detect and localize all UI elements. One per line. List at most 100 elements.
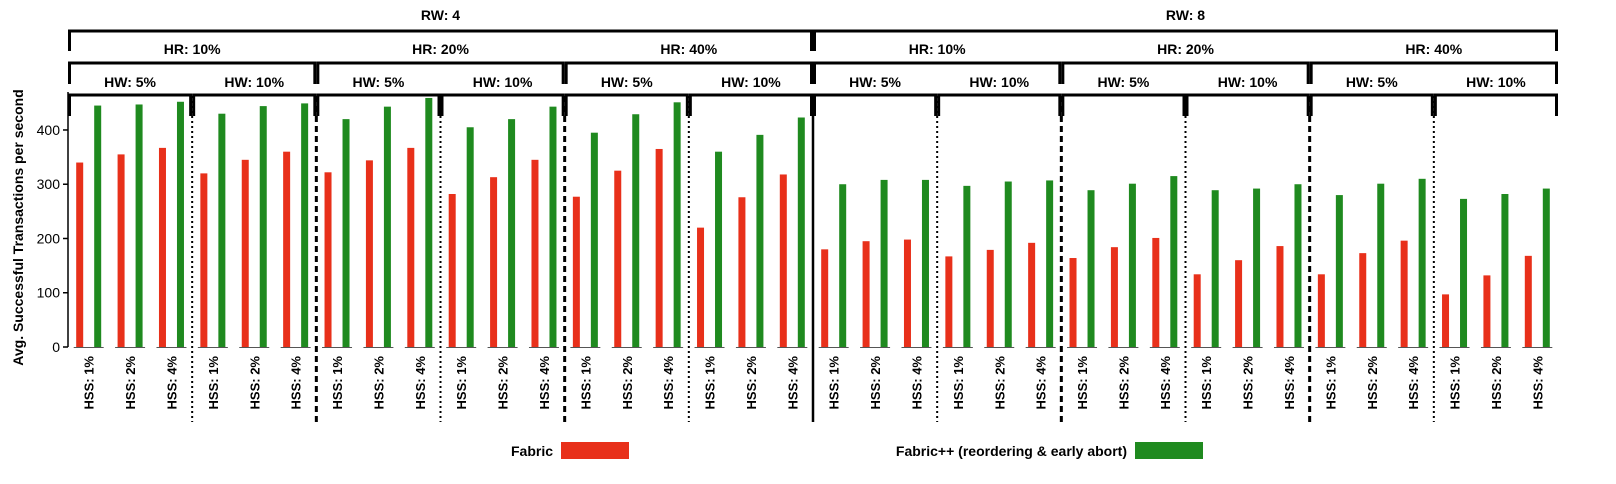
x-category-label: HSS: 1% (454, 356, 469, 410)
rw-group-bracket (68, 29, 813, 51)
x-category-label: HSS: 4% (1406, 356, 1421, 410)
group-separators (191, 96, 1435, 422)
hr-group-bracket (68, 61, 317, 84)
x-category-label: HSS: 2% (1365, 356, 1380, 410)
bar-fabric (655, 148, 663, 347)
bar-fabric (945, 256, 953, 347)
bar-fabric (1152, 237, 1160, 347)
x-category-label: HSS: 2% (1489, 356, 1504, 410)
bar-fabric (903, 239, 911, 347)
legend: Fabric Fabric++ (reordering & early abort… (511, 442, 1203, 459)
x-category-label: HSS: 2% (620, 356, 635, 410)
bar-fabric (117, 154, 125, 347)
x-category-label: HSS: 4% (785, 356, 800, 410)
bar-fabric-plus-plus (880, 179, 888, 347)
x-category-label: HSS: 1% (951, 356, 966, 410)
bar-fabric (283, 151, 291, 347)
hw-group-label: HW: 10% (224, 74, 284, 90)
y-tick-label: 100 (37, 285, 61, 301)
bar-fabric (862, 241, 870, 347)
bar-fabric (821, 249, 829, 347)
bar-fabric (1442, 294, 1450, 347)
hw-group-label: HW: 5% (352, 74, 404, 90)
bar-fabric (76, 162, 84, 347)
hw-group-bracket (1061, 93, 1186, 116)
x-category-label: HSS: 4% (1158, 356, 1173, 410)
y-tick-label: 400 (37, 122, 61, 138)
x-category-label: HSS: 4% (413, 356, 428, 410)
bar-fabric (1483, 275, 1491, 347)
hw-group-label: HW: 5% (1097, 74, 1149, 90)
bar-fabric (158, 147, 166, 347)
bar-fabric-plus-plus (673, 102, 681, 348)
y-axis-label: Avg. Successful Transactions per second (10, 89, 26, 365)
bar-fabric-plus-plus (797, 117, 805, 347)
bar-fabric (1193, 274, 1201, 347)
legend-swatch-fabric (561, 442, 629, 459)
x-category-label: HSS: 2% (1116, 356, 1131, 410)
bar-fabric (490, 177, 498, 347)
bar-fabric-plus-plus (466, 127, 474, 347)
bar-fabric (1235, 260, 1243, 347)
hw-group-bracket (192, 93, 317, 116)
x-category-label: HSS: 1% (827, 356, 842, 410)
x-category-label: HSS: 1% (1323, 356, 1338, 410)
hw-group-bracket (1309, 93, 1434, 116)
hw-group-label: HW: 10% (473, 74, 533, 90)
x-category-label: HSS: 1% (206, 356, 221, 410)
bar-fabric-plus-plus (135, 104, 143, 347)
x-category-label: HSS: 1% (1448, 356, 1463, 410)
x-category-label: HSS: 2% (992, 356, 1007, 410)
hr-group-label: HR: 40% (660, 41, 717, 57)
bar-fabric (1028, 242, 1036, 347)
hr-group-bracket (564, 61, 813, 84)
x-category-label: HSS: 2% (496, 356, 511, 410)
x-category-label: HSS: 4% (1034, 356, 1049, 410)
hr-group-bracket (1309, 61, 1558, 84)
bar-fabric (1400, 240, 1408, 347)
bar-fabric (241, 159, 249, 347)
hw-group-label: HW: 10% (721, 74, 781, 90)
bar-fabric-plus-plus (1128, 183, 1136, 347)
bar-fabric-plus-plus (1542, 188, 1550, 347)
hw-group-bracket (316, 93, 441, 116)
bar-fabric-plus-plus (1377, 183, 1385, 347)
bar-fabric (1317, 274, 1325, 347)
y-tick-label: 0 (52, 339, 60, 355)
bar-fabric (1524, 255, 1532, 347)
bar-fabric (324, 172, 332, 347)
bar-fabric (365, 160, 373, 347)
bar-fabric (200, 173, 208, 347)
hw-group-label: HW: 5% (1346, 74, 1398, 90)
y-tick-label: 300 (37, 176, 61, 192)
bar-fabric-plus-plus (94, 105, 102, 347)
bars (73, 97, 1553, 348)
bar-fabric-plus-plus (1170, 176, 1178, 347)
bar-fabric (1276, 246, 1284, 347)
x-category-label: HSS: 2% (1241, 356, 1256, 410)
x-category-label: HSS: 1% (578, 356, 593, 410)
hw-group-label: HW: 5% (104, 74, 156, 90)
category-labels: HSS: 1% HSS: 2% HSS: 4% HSS: 1% HSS: 2% HSS: … (82, 356, 1546, 410)
rw-group-bracket (813, 29, 1558, 51)
x-category-label: HSS: 4% (1282, 356, 1297, 410)
hw-group-bracket (68, 93, 193, 116)
hr-group-label: HR: 20% (1157, 41, 1214, 57)
bar-fabric-plus-plus (1211, 190, 1219, 347)
bar-fabric (572, 196, 580, 347)
bar-fabric-plus-plus (963, 185, 971, 347)
legend-label-fabric-plus-plus: Fabric++ (reordering & early abort) (896, 443, 1127, 459)
hw-group-label: HW: 10% (969, 74, 1029, 90)
bar-fabric-plus-plus (1460, 198, 1468, 347)
x-category-label: HSS: 1% (1199, 356, 1214, 410)
x-category-label: HSS: 2% (371, 356, 386, 410)
bar-fabric (1110, 247, 1118, 347)
bar-fabric (738, 197, 746, 347)
bar-fabric-plus-plus (425, 97, 433, 348)
hr-group-label: HR: 40% (1405, 41, 1462, 57)
bar-fabric-plus-plus (508, 119, 516, 348)
bar-fabric (986, 249, 994, 347)
hw-group-label: HW: 10% (1466, 74, 1526, 90)
